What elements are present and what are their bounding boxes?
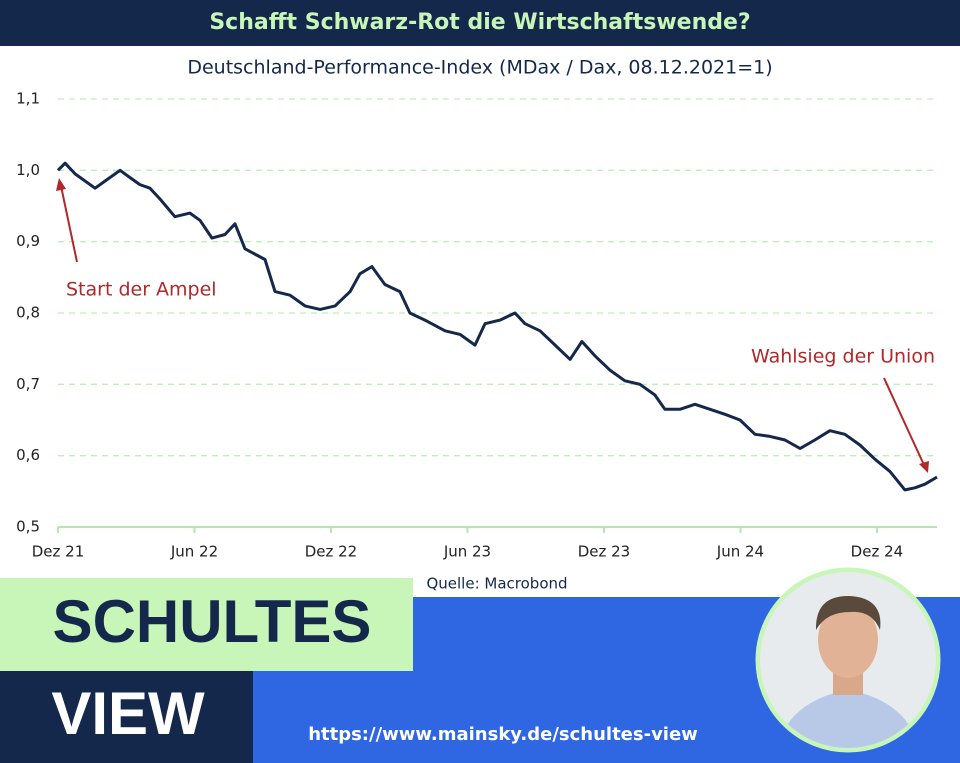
x-tick-label: Dez 23 — [578, 543, 631, 561]
chart-subtitle: Deutschland-Performance-Index (MDax / Da… — [187, 57, 772, 79]
arrow-head — [56, 178, 66, 191]
x-tick-label: Dez 24 — [851, 543, 904, 561]
arrow-head — [919, 461, 929, 473]
view-box — [0, 671, 253, 763]
data-line — [56, 161, 938, 492]
annotation: Start der Ampel — [66, 279, 217, 301]
x-tick-label: Dez 21 — [32, 543, 85, 561]
annotation-arrow — [60, 185, 78, 263]
name-box — [0, 578, 413, 671]
x-tick-label: Jun 23 — [443, 543, 491, 561]
y-tick-label: 1,1 — [16, 90, 40, 108]
annotation: Wahlsieg der Union — [751, 346, 935, 368]
title-bar — [0, 0, 960, 46]
x-tick-label: Jun 24 — [716, 543, 764, 561]
y-tick-label: 0,7 — [16, 375, 40, 393]
y-tick-label: 1,0 — [16, 161, 40, 179]
chart-title: Schafft Schwarz-Rot die Wirtschaftswende… — [209, 10, 750, 35]
y-tick-label: 0,9 — [16, 232, 40, 250]
brand-name: SCHULTES — [53, 588, 372, 655]
source: Quelle: Macrobond — [426, 575, 567, 593]
y-tick-label: 0,6 — [16, 446, 40, 464]
brand-view: VIEW — [51, 680, 205, 747]
annotation-arrow — [883, 377, 925, 466]
x-tick-label: Dez 22 — [305, 543, 358, 561]
y-tick-label: 0,8 — [16, 304, 40, 322]
y-tick-label: 0,5 — [16, 518, 40, 536]
x-tick-label: Jun 22 — [170, 543, 218, 561]
url: https://www.mainsky.de/schultes-view — [308, 724, 698, 745]
portrait — [755, 567, 941, 753]
plot: 0,5 0,6 0,7 0,8 0,9 1,0 1,1 Dez 21 Jun 22 Dez 22 J… — [16, 90, 938, 561]
